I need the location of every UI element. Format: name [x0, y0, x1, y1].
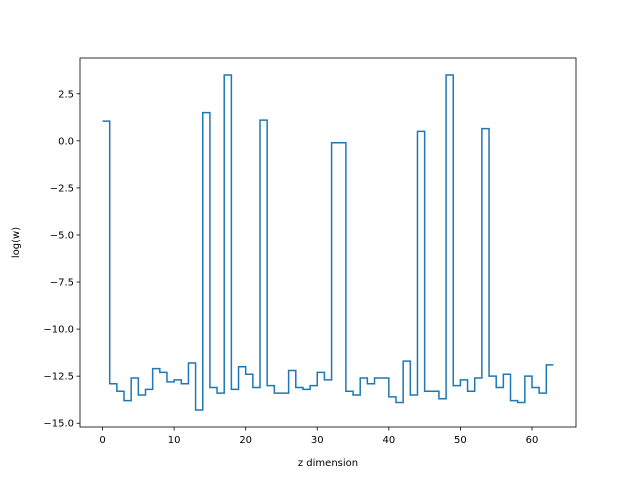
- x-tick-label: 60: [526, 435, 539, 446]
- x-tick-label: 50: [454, 435, 467, 446]
- y-axis-label: log(w): [11, 227, 22, 258]
- y-tick-label: −15.0: [43, 419, 74, 430]
- axes-frame: [79, 57, 577, 428]
- series-line: [102, 74, 554, 411]
- x-tick-label: 40: [382, 435, 395, 446]
- x-tick-label: 10: [168, 435, 181, 446]
- x-tick-label: 20: [239, 435, 252, 446]
- x-tick-label: 30: [311, 435, 324, 446]
- y-tick-label: −2.5: [50, 183, 74, 194]
- y-tick-label: −10.0: [43, 325, 74, 336]
- y-tick-label: −12.5: [43, 372, 74, 383]
- y-tick-label: −7.5: [50, 278, 74, 289]
- x-tick-label: 0: [99, 435, 105, 446]
- x-axis-label: z dimension: [298, 458, 358, 469]
- plot-area: [102, 74, 554, 411]
- y-tick-label: 2.5: [58, 89, 74, 100]
- x-axis-ticks: 0 10 20 30 40 50 60: [99, 427, 538, 446]
- y-tick-label: −5.0: [50, 230, 74, 241]
- y-tick-label: 0.0: [58, 136, 74, 147]
- y-axis-ticks: −15.0 −12.5 −10.0 −7.5 −5.0 −2.5 0.0 2.5: [43, 89, 80, 430]
